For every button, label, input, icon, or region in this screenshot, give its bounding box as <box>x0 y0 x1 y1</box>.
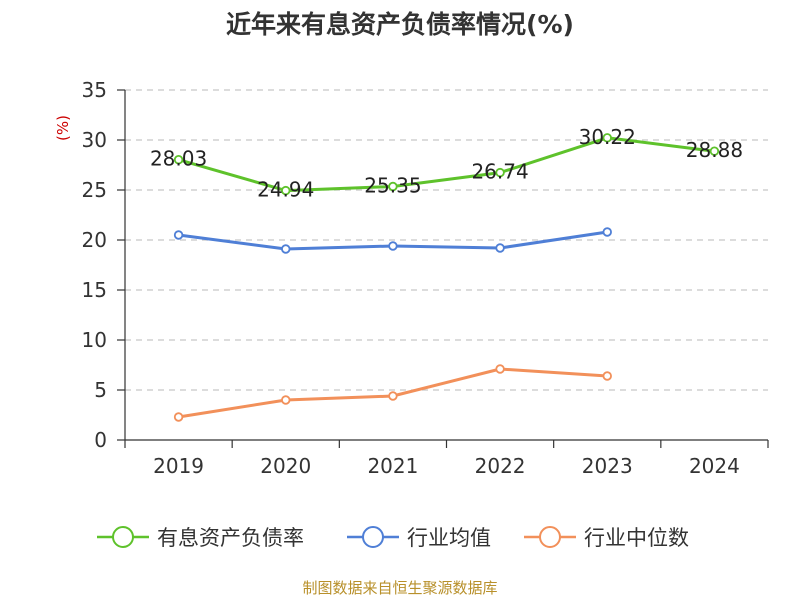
legend-swatch-marker <box>112 526 134 548</box>
x-tick-label: 2024 <box>689 454 740 478</box>
y-tick-label: 15 <box>82 278 107 302</box>
data-point <box>173 154 184 165</box>
gridlines <box>125 89 768 391</box>
y-tick-label: 20 <box>82 228 107 252</box>
data-point <box>281 185 291 196</box>
y-tick-label: 25 <box>82 178 107 202</box>
series-lines <box>173 133 720 422</box>
data-point <box>495 364 505 374</box>
data-label: 26.74 <box>471 160 528 184</box>
chart-title: 近年来有息资产负债率情况(%) <box>226 10 574 39</box>
data-label: 30.22 <box>579 125 636 149</box>
y-tick-label: 30 <box>82 128 107 152</box>
y-tick-label: 5 <box>94 378 107 402</box>
data-labels: 28.03 24.94 25.35 26.74 30.22 28.88 <box>150 125 743 202</box>
legend: 有息资产负债率 行业均值 行业中位数 <box>97 526 689 550</box>
x-tick-label: 2019 <box>153 454 204 478</box>
data-point <box>281 244 291 254</box>
legend-swatch-marker <box>362 526 384 548</box>
data-point <box>602 227 612 237</box>
data-point <box>173 412 184 422</box>
data-point <box>602 133 612 143</box>
x-tick-label: 2023 <box>582 454 633 478</box>
data-point <box>495 167 505 178</box>
data-point <box>281 395 291 405</box>
x-tick-label: 2020 <box>260 454 311 478</box>
data-point <box>495 243 505 253</box>
data-point <box>173 230 184 240</box>
y-tick-label: 0 <box>94 428 107 452</box>
source-note: 制图数据来自恒生聚源数据库 <box>302 579 497 597</box>
legend-label: 有息资产负债率 <box>157 526 304 550</box>
data-point <box>709 146 720 156</box>
series-line-0 <box>177 136 716 193</box>
x-tick-label: 2021 <box>367 454 418 478</box>
legend-label: 行业中位数 <box>584 526 689 550</box>
data-point <box>388 391 398 401</box>
data-label: 25.35 <box>364 174 421 198</box>
data-point <box>602 371 612 381</box>
data-point <box>388 241 398 251</box>
data-label: 24.94 <box>257 178 314 202</box>
data-label: 28.88 <box>686 138 743 162</box>
legend-swatch-marker <box>539 526 561 548</box>
y-tick-label: 35 <box>82 78 107 102</box>
axes: 0 5 10 15 20 25 30 35 2019 2020 2021 2022 2023 2024 <box>82 78 769 478</box>
x-tick-label: 2022 <box>475 454 526 478</box>
y-tick-label: 10 <box>82 328 107 352</box>
data-label: 28.03 <box>150 147 207 171</box>
y-axis-label: (%) <box>54 115 72 141</box>
data-point <box>388 181 398 192</box>
legend-label: 行业均值 <box>407 526 491 550</box>
